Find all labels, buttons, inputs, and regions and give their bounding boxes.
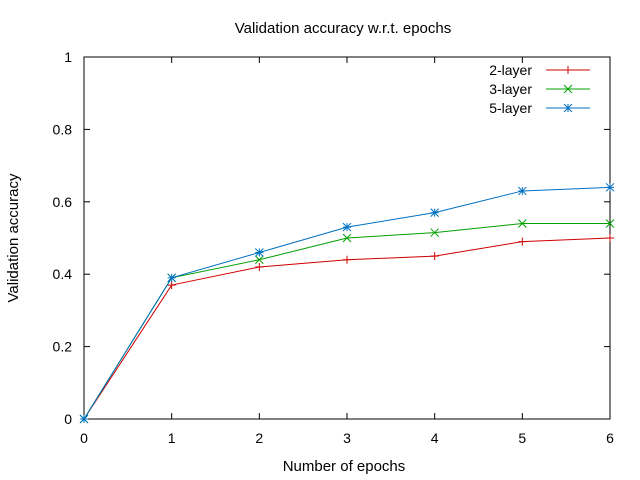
series-2-layer <box>80 234 614 423</box>
data-point <box>606 234 614 242</box>
x-tick-label: 2 <box>255 430 263 446</box>
data-point-stroke <box>79 414 89 424</box>
data-point <box>255 262 264 271</box>
data-point <box>430 228 440 237</box>
data-point-stroke <box>430 208 440 218</box>
y-tick-label: 0.6 <box>53 194 73 210</box>
data-point <box>254 248 264 257</box>
data-point <box>517 186 527 196</box>
x-tick-label: 3 <box>343 430 351 446</box>
y-tick-label: 0.4 <box>53 266 73 282</box>
data-point <box>430 252 439 261</box>
data-point <box>563 84 573 94</box>
data-point <box>563 103 573 113</box>
data-point <box>342 233 352 243</box>
x-tick-label: 4 <box>431 430 439 446</box>
legend: 2-layer 3-layer 5-layer <box>489 62 590 116</box>
legend-label: 3-layer <box>489 81 532 97</box>
data-point-stroke <box>517 186 527 196</box>
x-tick-label: 0 <box>80 430 88 446</box>
data-point <box>342 222 352 232</box>
series-3-layer <box>79 219 615 424</box>
x-tick-label: 5 <box>518 430 526 446</box>
data-point-stroke <box>563 103 573 113</box>
data-point <box>167 281 176 290</box>
legend-label: 5-layer <box>489 100 532 116</box>
data-point <box>79 414 89 424</box>
data-point-stroke <box>342 222 352 232</box>
data-point <box>605 182 615 192</box>
data-point <box>564 66 572 74</box>
chart-title: Validation accuracy w.r.t. epochs <box>235 20 452 37</box>
data-point <box>518 237 527 246</box>
data-point-stroke <box>563 84 573 94</box>
series-line <box>83 186 611 420</box>
data-point-stroke <box>517 219 527 228</box>
y-tick-label: 0.8 <box>53 121 73 137</box>
data-point <box>167 273 177 283</box>
y-tick-label: 0.2 <box>53 339 73 355</box>
plot-area: 0 1 2 3 4 5 6 0 0.2 0.4 0.6 0.8 1 2-layer 3-layer 5-lay… <box>53 49 615 446</box>
data-point-stroke <box>167 273 177 283</box>
y-tick-label: 0 <box>64 411 72 427</box>
y-axis-label: Validation accuracy <box>5 173 22 302</box>
data-point-stroke <box>605 182 615 192</box>
x-tick-label: 1 <box>168 430 176 446</box>
x-axis-label: Number of epochs <box>283 458 406 475</box>
y-tick-label: 1 <box>64 49 72 65</box>
series-line <box>83 237 611 420</box>
data-point-stroke <box>254 248 264 257</box>
x-tick-label: 6 <box>606 430 614 446</box>
data-point-stroke <box>605 219 615 228</box>
data-point <box>254 255 264 265</box>
data-point <box>517 219 527 228</box>
data-point <box>605 219 615 228</box>
data-point-stroke <box>254 255 264 265</box>
data-point <box>343 255 351 264</box>
series-line <box>83 223 610 420</box>
legend-label: 2-layer <box>489 62 532 78</box>
series-5-layer <box>79 182 615 424</box>
data-point-stroke <box>342 233 352 243</box>
data-point <box>430 208 440 218</box>
data-point-stroke <box>430 228 440 237</box>
